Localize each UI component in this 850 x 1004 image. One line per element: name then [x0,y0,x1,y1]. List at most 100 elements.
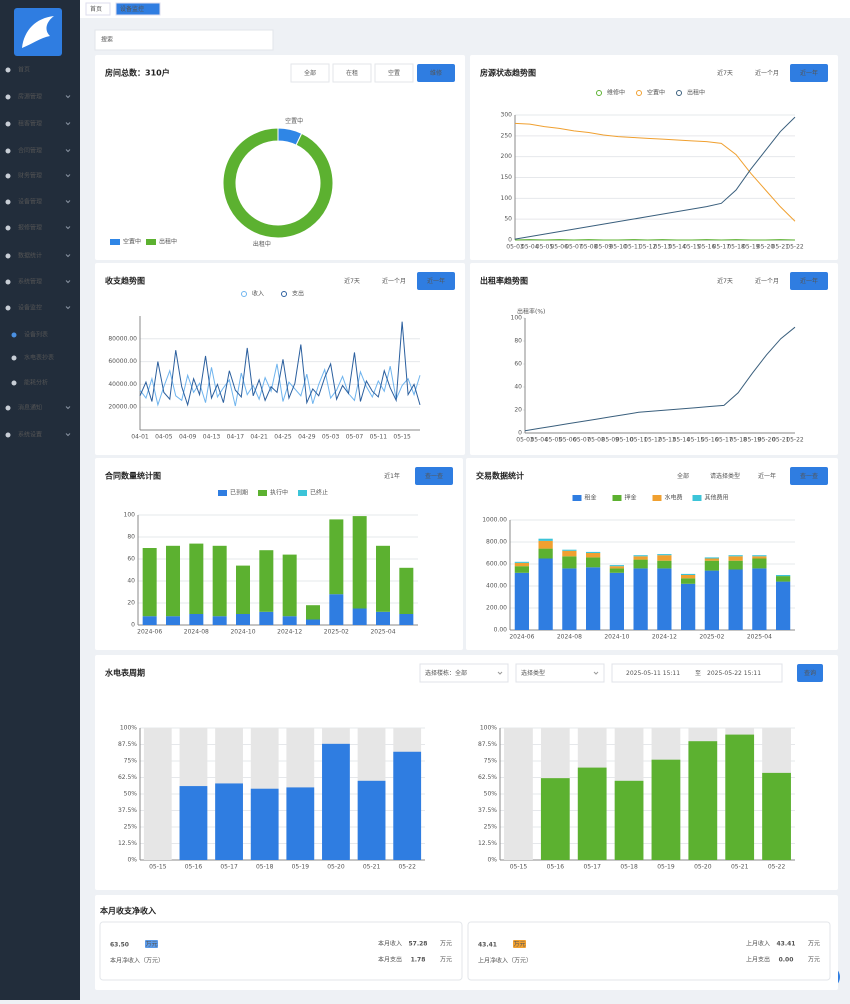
y-tick-label: 0 [131,622,135,629]
panel [95,263,465,455]
legend-swatch [146,239,156,245]
bar-segment [236,566,250,614]
menu-icon [6,68,11,73]
button-label: 近一年 [800,69,818,77]
menu-item: 租客管理 [18,120,42,128]
row-value: 57.28 [409,941,428,948]
tab-label: 设备监控 [120,5,144,13]
bar-segment [776,582,790,630]
y-tick-label: 1000.00 [482,517,507,524]
menu-item: 报修管理 [18,224,42,232]
row-label: 上月支出 [746,956,770,964]
bar-segment [539,539,553,541]
bar [725,735,754,860]
legend-swatch [613,495,622,501]
search-box[interactable] [95,30,273,50]
row-unit: 万元 [440,957,452,964]
bar-segment [586,552,600,553]
badge-label: 万元 [145,941,157,948]
bar-segment [515,573,529,630]
row-label: 本月收入 [378,940,402,948]
y-tick-label: 150 [501,174,513,181]
x-tick-label: 04-29 [298,434,316,441]
y-tick-label: 200 [501,153,513,160]
y-tick-label: 62.5% [118,774,137,781]
bar-segment [166,616,180,625]
button-label: 请选择类型 [710,472,740,480]
panel-title: 收支趋势图 [105,276,145,286]
menu-item: 数据统计 [18,252,42,260]
y-tick-label: 100% [120,725,137,732]
menu-item: 系统设置 [18,431,42,439]
panel-title: 房源状态趋势图 [480,68,536,78]
card-value: 63.50 [110,942,129,949]
bar-segment [539,549,553,559]
menu-icon [12,381,17,386]
y-tick-label: 100 [124,512,136,519]
bar-segment [634,568,648,630]
button-label: 全部 [677,472,689,480]
bar-segment [705,571,719,630]
y-tick-label: 0 [518,430,522,437]
bar-segment [376,612,390,625]
menu-item: 设备监控 [18,304,42,312]
bar-segment [329,519,343,594]
bar-segment [776,576,790,582]
bar-segment [729,556,743,560]
button-label: 近一年 [758,472,776,480]
bar-segment [515,562,529,563]
bar-segment [610,565,624,566]
legend-label: 收入 [252,290,264,298]
bar-segment [539,559,553,631]
x-tick-label: 05-19 [657,864,675,871]
bar [180,786,208,860]
y-tick-label: 400.00 [486,583,507,590]
menu-icon [6,149,11,154]
bar-segment [729,555,743,556]
x-tick-label: 04-05 [155,434,173,441]
bar-segment [681,578,695,584]
menu-item: 消息通知 [18,404,42,412]
legend-label: 已终止 [310,489,328,497]
bar-segment [681,575,695,578]
legend-swatch [693,495,702,501]
date-end: 2025-05-22 15:11 [707,670,761,677]
x-tick-label: 05-15 [149,864,167,871]
bar-segment [353,516,367,608]
y-tick-label: 60 [127,556,135,563]
panel-title: 出租率趋势图 [480,276,528,286]
row-value: 0.00 [779,957,794,964]
bar-segment [729,561,743,570]
bar-segment [752,556,766,558]
menu-item: 财务管理 [18,172,42,180]
y-tick-label: 100% [480,725,497,732]
menu-icon [12,333,17,338]
menu-item: 房源管理 [18,93,42,101]
button-label: 近7天 [717,277,733,285]
bar [541,778,570,860]
y-tick-label: 0.00 [494,627,508,634]
y-tick-label: 50% [484,791,498,798]
menu-item: 首页 [18,66,30,74]
bar-segment [143,616,157,625]
x-tick-label: 05-22 [786,244,804,251]
bar [615,781,644,860]
bar-segment [213,546,227,616]
row-unit: 万元 [808,957,820,964]
y-tick-label: 40 [127,578,135,585]
x-tick-label: 04-25 [274,434,292,441]
select-label: 选择类型 [521,669,545,677]
menu-icon [6,433,11,438]
panel-title: 房间总数：310户 [105,68,170,78]
legend-label: 空置中 [123,238,141,246]
x-tick-label: 05-03 [322,434,340,441]
x-tick-label: 04-09 [179,434,197,441]
bar-background [504,728,533,860]
legend-label: 执行中 [270,489,288,497]
bar [251,789,279,860]
y-tick-label: 250 [501,132,513,139]
x-tick-label: 05-17 [220,864,238,871]
bar-segment [283,616,297,625]
bar-segment [705,559,719,561]
bar [393,752,421,860]
